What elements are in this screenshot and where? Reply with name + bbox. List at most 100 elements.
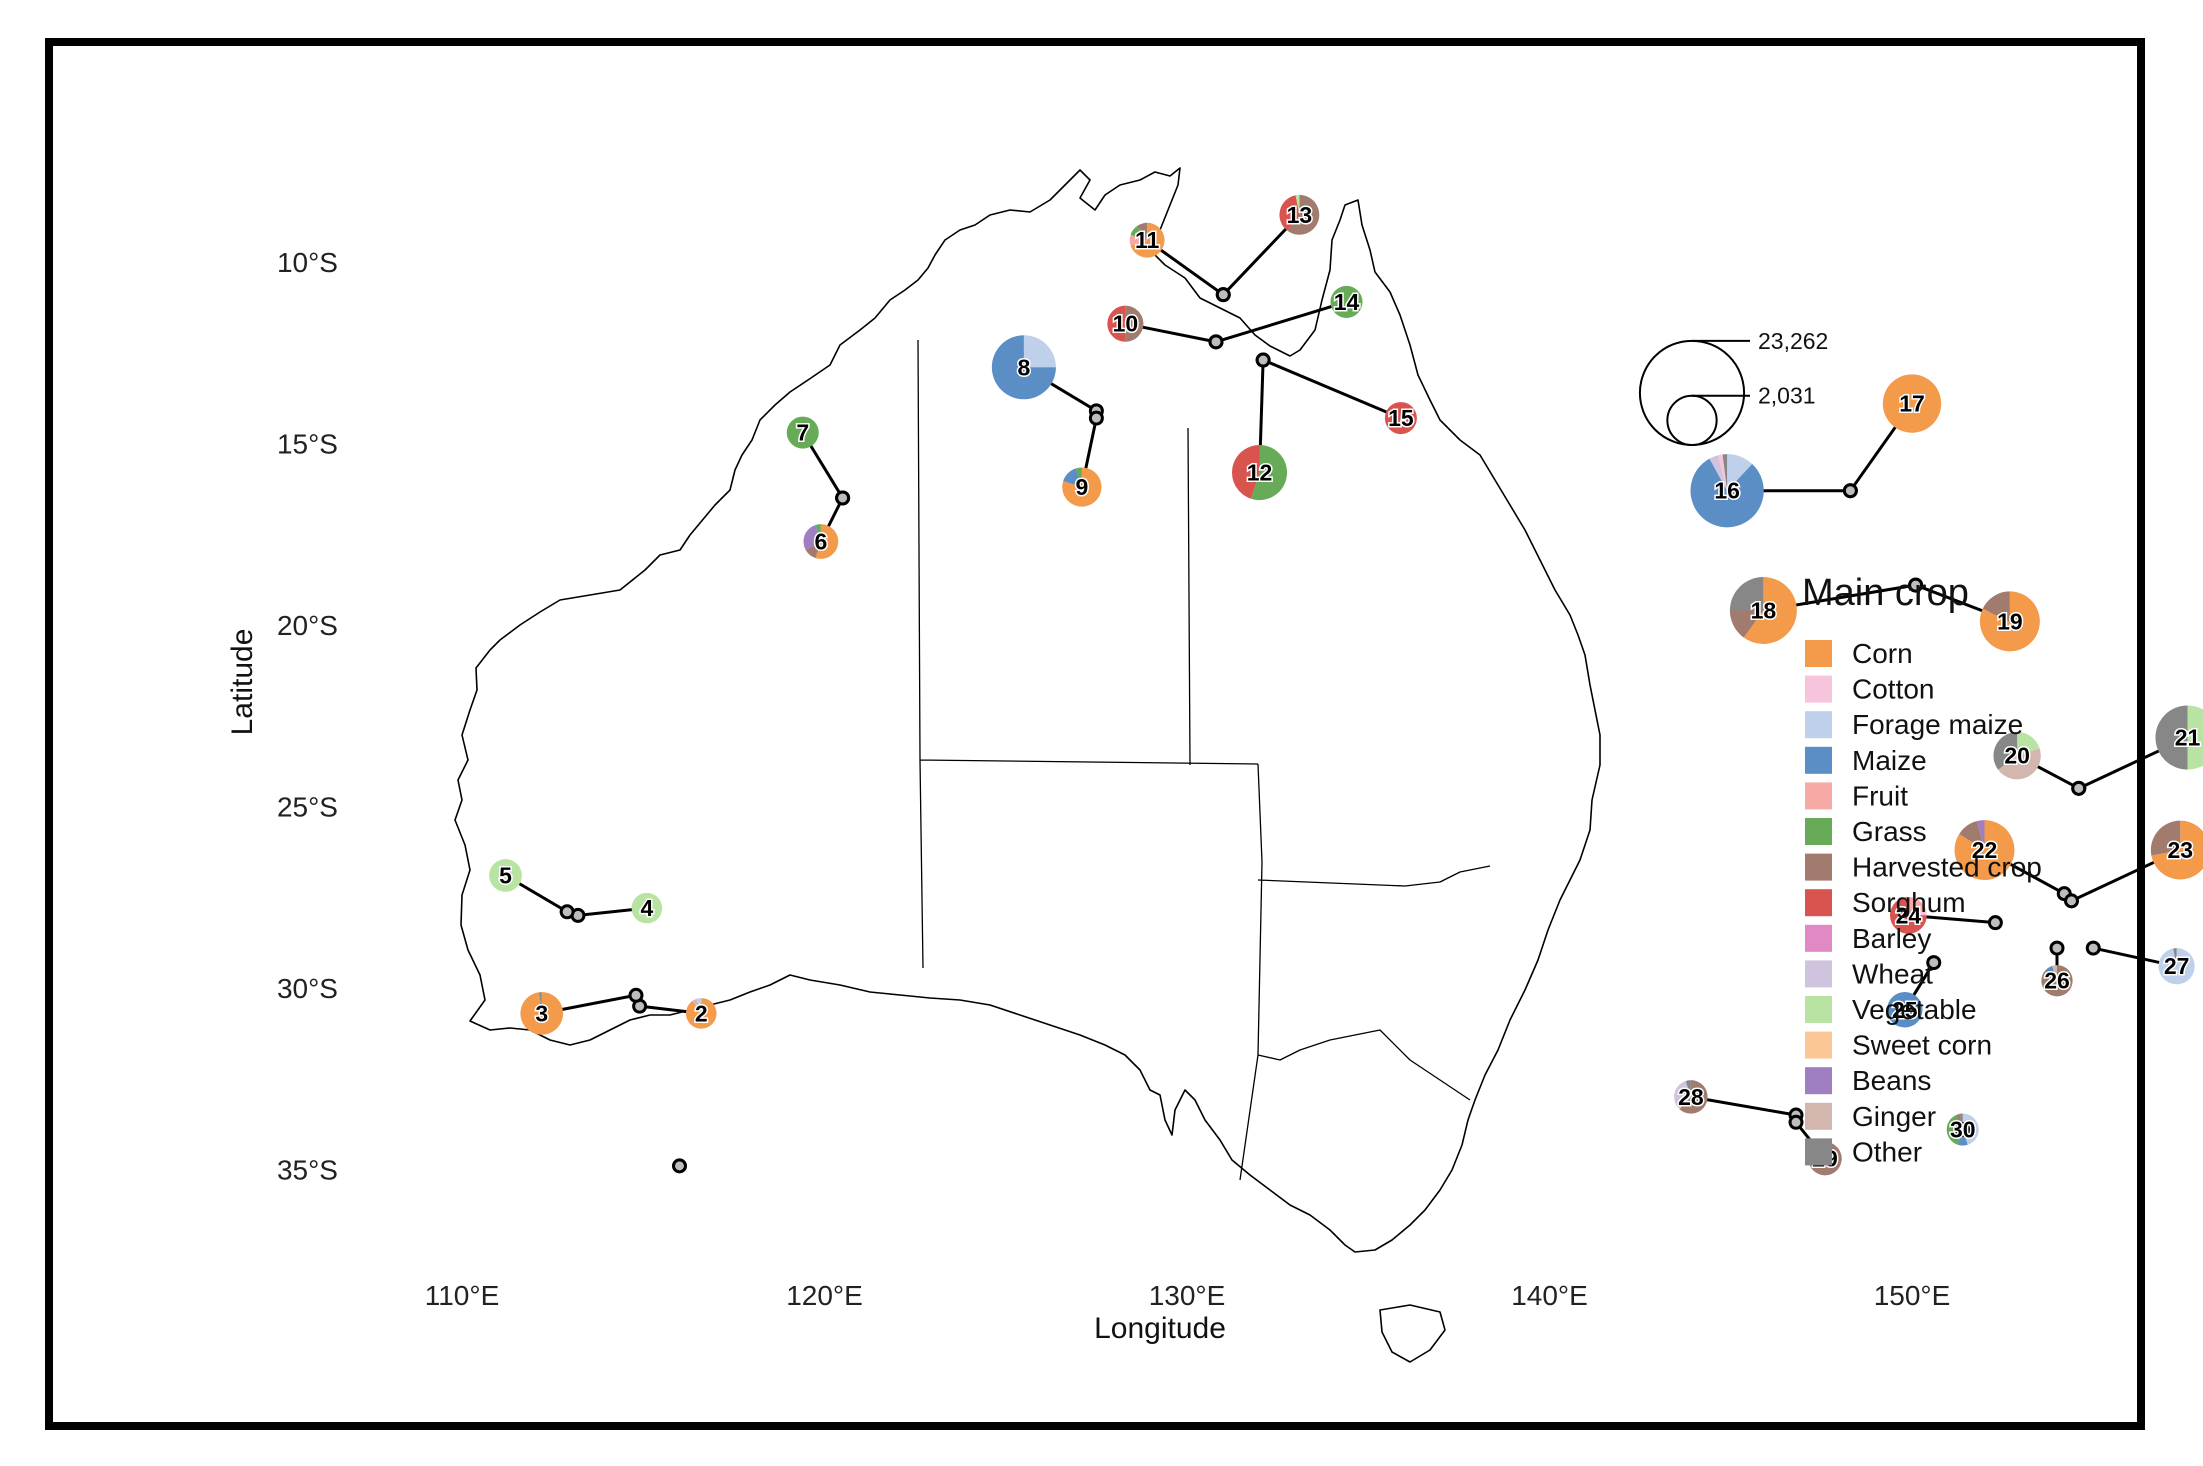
y-axis-ticks: 10°S 15°S 20°S 25°S 30°S 35°S (277, 247, 338, 1186)
pie-slice (1107, 305, 1126, 342)
pie-label-2: 2 (695, 1000, 708, 1026)
pie-12 (1231, 445, 1288, 501)
site-marker-30 (1955, 1122, 1971, 1138)
legend-items: Corn Cotton Forage maize Maize Fruit Grass Har… (1805, 638, 2042, 1167)
pie-slice (1075, 467, 1082, 488)
y-tick-label: 35°S (277, 1155, 338, 1186)
pie-label-6: 6 (814, 529, 827, 555)
legend-label: Ginger (1852, 1101, 1936, 1132)
pie-slice (1957, 1129, 1968, 1146)
site-marker-17 (1842, 483, 1858, 499)
pie-slice (1882, 374, 1942, 433)
legend-title: Main crop (1802, 572, 1969, 614)
leader-line-14 (1215, 300, 1347, 344)
y-tick-label: 10°S (277, 247, 338, 278)
pie-slice (2173, 948, 2177, 967)
leader-line-28 (1690, 1095, 1797, 1117)
pie-label-25: 25 (1892, 997, 1918, 1023)
pie-label-24: 24 (1896, 902, 1922, 928)
pie-slice (1954, 820, 2015, 881)
pie-19 (1979, 591, 2040, 652)
site-marker-26 (2049, 940, 2065, 956)
legend-swatch (1805, 924, 1832, 952)
site-marker-1 (672, 1158, 687, 1174)
pie-slice (2151, 820, 2203, 880)
legend-swatch (1805, 1031, 1832, 1059)
legend-swatch (1805, 711, 1832, 739)
pie-slice (786, 416, 819, 449)
pie-label-13: 13 (1287, 202, 1313, 228)
legend-swatch (1805, 746, 1832, 774)
legend-swatch (1805, 1138, 1832, 1166)
y-tick-label: 30°S (277, 973, 338, 1004)
pie-10 (1107, 305, 1144, 342)
pie-slice (1125, 305, 1144, 342)
legend-swatch (1805, 818, 1832, 845)
pie-slice (2044, 965, 2057, 981)
pie-slice (1690, 458, 1764, 528)
site-marker-23 (2064, 893, 2079, 909)
pie-slice (1993, 732, 2018, 770)
x-tick-label: 140°E (1511, 1280, 1588, 1311)
pie-label-17: 17 (1899, 391, 1925, 417)
legend-label: Corn (1852, 638, 1913, 669)
pie-17 (1882, 374, 1942, 433)
site-markers (559, 287, 2101, 1174)
x-tick-label: 120°E (786, 1280, 863, 1311)
pie-slice (815, 524, 821, 542)
pie-slice (2187, 705, 2203, 770)
pie-5 (489, 859, 522, 892)
pie-2 (685, 998, 717, 1029)
pie-slice (2052, 965, 2057, 981)
pie-label-18: 18 (1751, 597, 1777, 623)
legend-swatch (1805, 960, 1832, 988)
pie-slice (1977, 820, 1985, 851)
pie-3 (520, 992, 564, 1035)
pie-label-19: 19 (1997, 608, 2023, 634)
pie-23 (2150, 820, 2203, 880)
pie-label-3: 3 (535, 1000, 548, 1026)
pie-27 (2158, 948, 2195, 985)
pie-slice (1889, 897, 1927, 934)
pie-slice (1295, 194, 1300, 215)
legend-label: Vegetable (1852, 994, 1977, 1025)
leader-line-15 (1262, 358, 1402, 420)
site-marker-29 (1788, 1114, 1804, 1130)
pie-label-20: 20 (2004, 743, 2030, 769)
pie-slice (1679, 1080, 1708, 1114)
pie-slice (1718, 454, 1728, 491)
size-legend-small-label: 2,031 (1758, 383, 1816, 409)
pie-slice (1129, 234, 1148, 246)
pie-26 (2041, 965, 2073, 997)
pie-label-4: 4 (640, 895, 653, 921)
pie-20 (1993, 732, 2041, 780)
legend-label: Sweet corn (1852, 1030, 1992, 1061)
legend-swatch (1805, 640, 1832, 667)
pie-slice (1908, 897, 1926, 916)
site-marker-15 (1255, 352, 1271, 368)
pie-label-16: 16 (1714, 478, 1740, 504)
pie-label-21: 21 (2175, 725, 2201, 751)
size-legend-large-label: 23,262 (1758, 328, 1828, 354)
legend-label: Grass (1852, 816, 1927, 847)
pie-slice (685, 998, 717, 1029)
pie-slice (520, 992, 564, 1035)
size-legend-large-circle (1638, 339, 1746, 447)
y-tick-label: 25°S (277, 792, 338, 823)
pie-11 (1129, 222, 1165, 258)
site-marker-21 (2071, 780, 2087, 796)
pie-slice (1130, 222, 1165, 258)
legend-label: Cotton (1852, 674, 1935, 705)
pie-slice (815, 524, 839, 559)
pie-slice (1130, 226, 1148, 241)
pie-slice (1729, 577, 1764, 611)
x-tick-label: 110°E (425, 1280, 500, 1311)
legend-swatch (1805, 1102, 1832, 1130)
pie-slice (1743, 577, 1797, 644)
x-tick-label: 130°E (1149, 1280, 1226, 1311)
pie-label-9: 9 (1075, 474, 1088, 500)
site-marker-27 (2085, 940, 2101, 956)
site-marker-7 (835, 490, 851, 506)
pie-label-28: 28 (1678, 1084, 1704, 1110)
